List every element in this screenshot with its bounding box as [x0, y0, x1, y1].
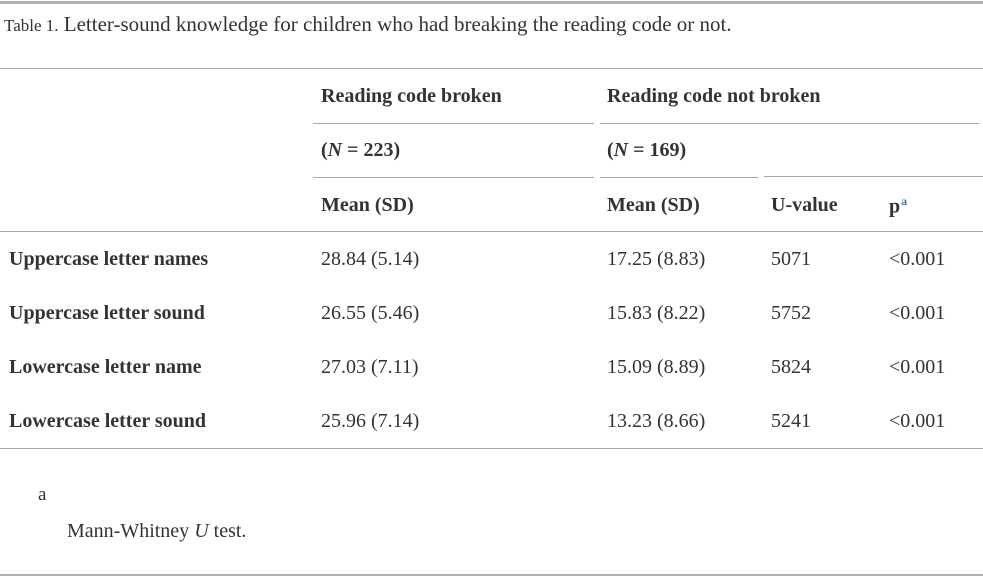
header-mean2: Mean (SD): [607, 194, 700, 216]
n-open-paren: (: [321, 139, 328, 161]
row-p-value: <0.001: [889, 302, 946, 324]
row-u-value: 5752: [771, 302, 811, 324]
body-bottom-rule: [0, 448, 983, 449]
row-mean1: 25.96 (7.14): [321, 410, 420, 432]
row-label: Uppercase letter names: [9, 248, 209, 270]
row-label: Lowercase letter name: [9, 356, 202, 378]
row-label: Lowercase letter sound: [9, 410, 207, 432]
bottom-rule: [0, 574, 983, 576]
group1-n-underline: [313, 177, 594, 178]
header-p-value: pa: [889, 194, 907, 219]
footnote-link[interactable]: a: [901, 194, 908, 208]
table-caption: Table 1. Letter-sound knowledge for chil…: [4, 12, 732, 37]
header-group2: Reading code not broken: [607, 85, 821, 107]
caption-text: Letter-sound knowledge for children who …: [63, 12, 732, 36]
group2-underline: [600, 123, 979, 124]
row-p-value: <0.001: [889, 248, 946, 270]
row-mean2: 13.23 (8.66): [607, 410, 706, 432]
row-label: Uppercase letter sound: [9, 302, 205, 324]
row-mean1: 27.03 (7.11): [321, 356, 419, 378]
row-p-value: <0.001: [889, 356, 946, 378]
p-label: p: [889, 195, 901, 218]
header-group2-n: (N = 169): [607, 139, 686, 162]
group2-n-underline: [600, 177, 758, 178]
n-open-paren: (: [607, 139, 614, 161]
footnote-text-after: test.: [208, 520, 247, 542]
header-u-value: U-value: [771, 194, 838, 216]
footnote-variable: U: [194, 520, 209, 542]
footnote-text-before: Mann-Whitney: [67, 520, 195, 542]
row-u-value: 5071: [771, 248, 811, 270]
row-mean2: 15.83 (8.22): [607, 302, 706, 324]
header-group1: Reading code broken: [321, 85, 502, 107]
stats-underline: [764, 176, 983, 177]
row-mean2: 17.25 (8.83): [607, 248, 706, 270]
row-p-value: <0.001: [889, 410, 946, 432]
top-rule: [0, 1, 983, 4]
row-mean1: 28.84 (5.14): [321, 248, 420, 270]
n-value: = 169): [628, 139, 687, 161]
row-mean2: 15.09 (8.89): [607, 356, 706, 378]
n-variable: N: [327, 139, 343, 161]
header-mean1: Mean (SD): [321, 194, 414, 216]
footnote-marker: a: [38, 484, 47, 505]
row-u-value: 5824: [771, 356, 811, 378]
n-variable: N: [613, 139, 629, 161]
row-mean1: 26.55 (5.46): [321, 302, 420, 324]
header-bottom-rule: [0, 231, 983, 232]
n-value: = 223): [342, 139, 401, 161]
footnote-text: Mann-Whitney U test.: [67, 520, 246, 543]
header-group1-n: (N = 223): [321, 139, 400, 162]
caption-label: Table 1.: [4, 16, 59, 35]
row-u-value: 5241: [771, 410, 811, 432]
header-top-rule: [0, 68, 983, 69]
group1-underline: [313, 123, 594, 124]
